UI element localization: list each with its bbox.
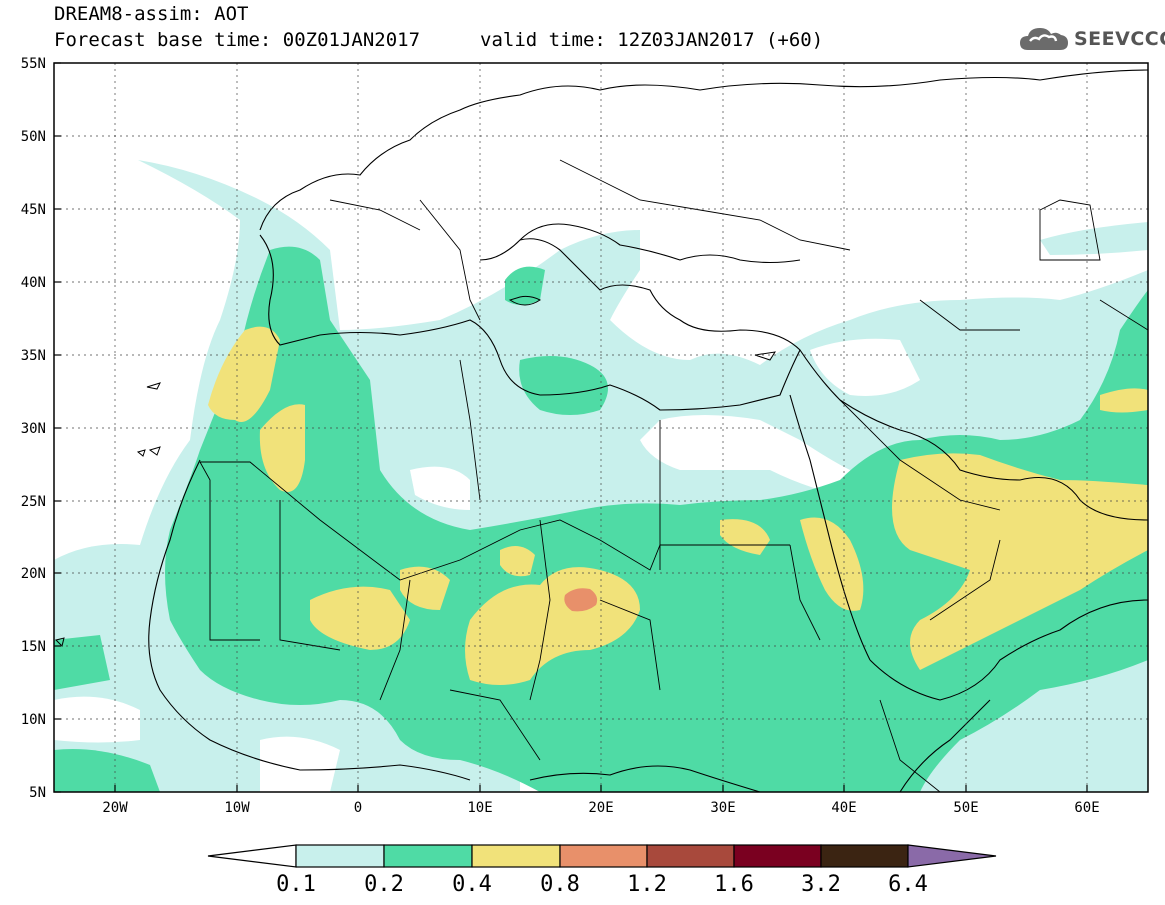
lat-label: 45N (21, 202, 46, 218)
lon-label: 10E (467, 800, 492, 816)
lon-label: 30E (710, 800, 735, 816)
map-title: DREAM8-assim: AOT (54, 3, 249, 25)
lon-label: 60E (1074, 800, 1099, 816)
colorbar-label: 0.4 (452, 872, 492, 897)
forecast-base-time: Forecast base time: 00Z01JAN2017 (54, 29, 421, 51)
logo-text: SEEVCCC (1074, 28, 1165, 50)
coastlines (148, 69, 1148, 792)
colorbar-under-triangle (207, 844, 297, 868)
lat-label: 15N (21, 639, 46, 655)
graticule (54, 63, 1148, 792)
colorbar-bin-5 (646, 844, 735, 868)
colorbar-label: 1.2 (627, 872, 667, 897)
lon-label: 0 (354, 800, 362, 816)
colorbar-over-triangle (907, 844, 997, 868)
lat-label: 10N (21, 712, 46, 728)
axis-ticks (54, 62, 1088, 793)
longitude-labels: 20W 10W 0 10E 20E 30E 40E 50E 60E (102, 800, 1099, 816)
lat-label: 40N (21, 275, 46, 291)
seevccc-logo: SEEVCCC (1018, 24, 1165, 54)
valid-time: valid time: 12Z03JAN2017 (+60) (480, 29, 824, 51)
colorbar-label: 3.2 (801, 872, 841, 897)
colorbar-label: 0.1 (276, 872, 316, 897)
aot-field (54, 63, 1148, 792)
aot-band-0.8 (564, 588, 598, 612)
lat-label: 5N (29, 785, 46, 801)
lat-label: 25N (21, 494, 46, 510)
colorbar-label: 0.2 (364, 872, 404, 897)
lat-label: 30N (21, 421, 46, 437)
lat-label: 20N (21, 566, 46, 582)
colorbar-label: 6.4 (888, 872, 928, 897)
lon-label: 50E (953, 800, 978, 816)
lon-label: 20E (588, 800, 613, 816)
colorbar: 0.1 0.2 0.4 0.8 1.2 1.6 3.2 6.4 (207, 844, 997, 897)
lat-label: 35N (21, 348, 46, 364)
aot-band-0.2 (54, 246, 1148, 792)
colorbar-bin-6 (733, 844, 822, 868)
lon-label: 40E (831, 800, 856, 816)
colorbar-bin-7 (820, 844, 909, 868)
colorbar-label: 0.8 (540, 872, 580, 897)
latitude-labels: 55N 50N 45N 40N 35N 30N 25N 20N 15N 10N … (21, 56, 46, 801)
lat-label: 55N (21, 56, 46, 72)
colorbar-bin-1 (295, 844, 385, 868)
country-borders (199, 159, 1148, 792)
lat-label: 50N (21, 129, 46, 145)
cloud-icon (1020, 28, 1068, 50)
aot-band-0.4 (208, 326, 1148, 685)
colorbar-bin-3 (471, 844, 561, 868)
lon-label: 10W (224, 800, 250, 816)
islands (55, 295, 776, 647)
colorbar-bin-2 (383, 844, 473, 868)
colorbar-bin-4 (559, 844, 648, 868)
colorbar-label: 1.6 (714, 872, 754, 897)
lon-label: 20W (102, 800, 128, 816)
